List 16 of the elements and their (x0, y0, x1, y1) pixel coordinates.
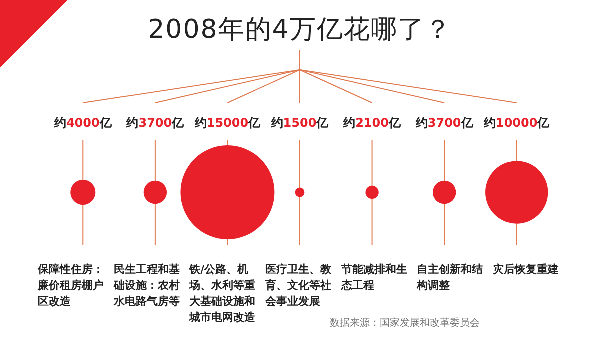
data-label: 约3700亿 (126, 116, 186, 130)
category-label: 保障性住房：廉价租房棚户区改造 (38, 262, 105, 310)
category-label: 节能减排和生态工程 (341, 262, 408, 294)
data-label: 约15000亿 (194, 116, 262, 130)
category-label: 民生工程和基础设施：农村水电路气房等 (114, 262, 181, 310)
data-label: 约1500亿 (270, 116, 330, 130)
text: 2008年的4万亿花哪了？ (147, 14, 453, 47)
source-note: 数据来源：国家发展和改革委员会 (330, 316, 480, 330)
data-label: 约4000亿 (53, 116, 113, 130)
category-label: 灾后恢复重建 (493, 262, 560, 278)
data-label: 约3700亿 (414, 116, 474, 130)
category-label: 自主创新和结构调整 (417, 262, 484, 294)
category-label: 医疗卫生、教育、文化等社会事业发展 (266, 262, 332, 310)
category-label: 铁/公路、机场、水利等重大基础设施和城市电网改造 (190, 262, 257, 326)
data-label: 约10000亿 (482, 116, 551, 130)
data-label: 约2100亿 (342, 116, 402, 130)
